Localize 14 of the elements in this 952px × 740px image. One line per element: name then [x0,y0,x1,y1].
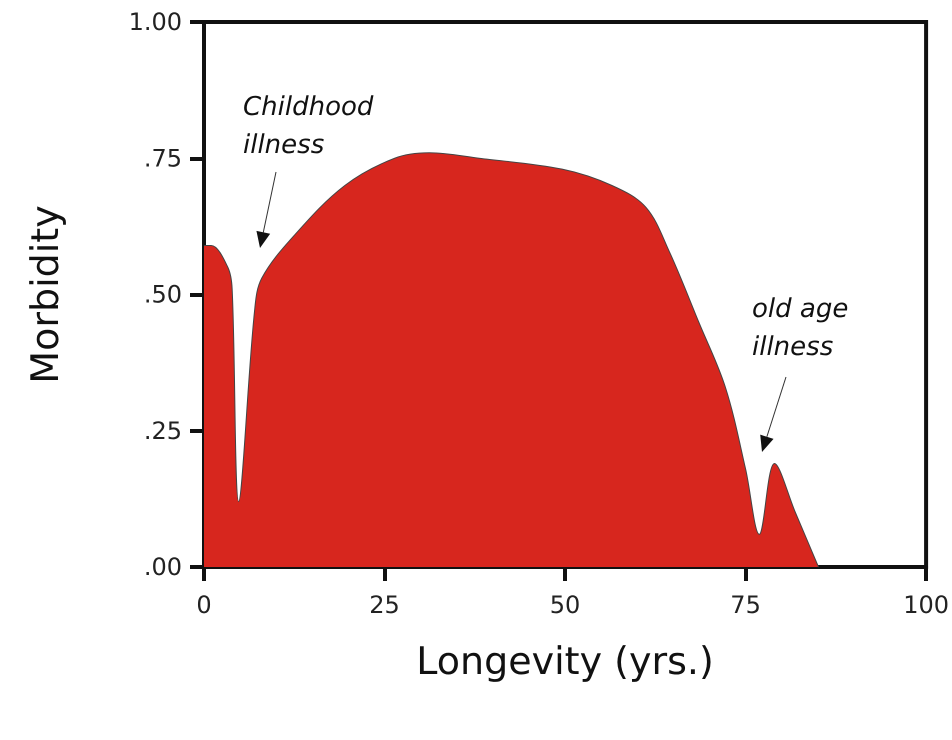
x-tick-label: 50 [550,591,580,619]
annotation: old age illness [752,293,850,364]
x-axis-title: Longevity (yrs.) [416,639,714,683]
y-tick-label: 1.00 [128,8,182,36]
x-tick-label: 100 [903,591,949,619]
annotation: Childhood illness [243,91,374,162]
y-axis-title: Morbidity [23,205,67,384]
x-tick-label: 0 [196,591,212,619]
y-tick-label: .50 [144,280,182,308]
y-tick-label: .25 [144,416,182,445]
y-tick-label: .75 [144,144,182,172]
x-tick-label: 25 [369,591,400,619]
y-tick-label: .00 [144,553,182,581]
x-tick-label: 75 [730,591,761,619]
